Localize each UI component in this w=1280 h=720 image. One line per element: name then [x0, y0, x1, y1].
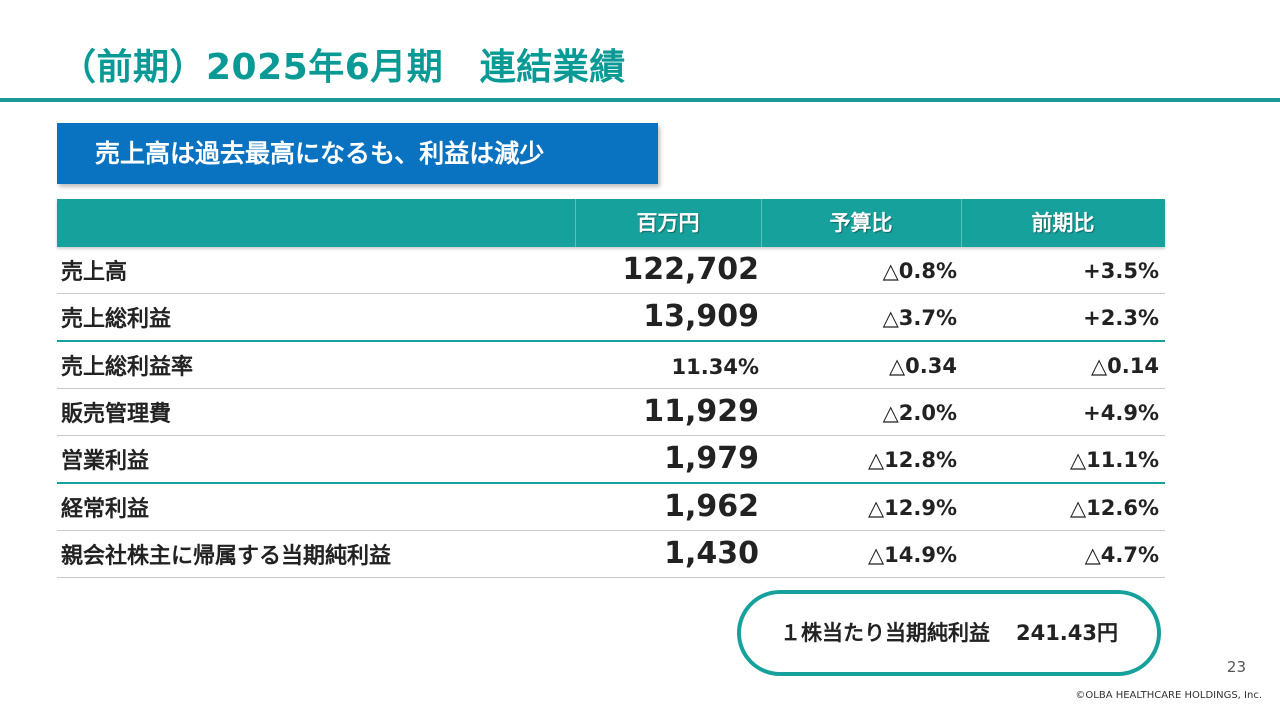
row-label: 売上総利益率: [61, 355, 194, 380]
page-number: 23: [1226, 658, 1246, 676]
row-budget-ratio: △0.8%: [882, 259, 957, 283]
slide-title: （前期）2025年6月期 連結業績: [60, 47, 626, 88]
header-divider: [961, 199, 962, 247]
table-row: 営業利益 1,979 △12.8% △11.1%: [57, 436, 1165, 484]
row-budget-ratio: △12.8%: [867, 448, 957, 472]
row-prev-ratio: △4.7%: [1084, 543, 1159, 567]
row-value: 1,430: [664, 536, 759, 571]
row-value: 122,702: [622, 252, 759, 287]
header-divider: [761, 199, 762, 247]
row-prev-ratio: △11.1%: [1069, 448, 1159, 472]
row-label: 売上高: [61, 260, 128, 285]
row-label: 経常利益: [61, 497, 150, 522]
eps-value: 241.43円: [1015, 621, 1119, 645]
row-value: 13,909: [643, 299, 759, 334]
row-prev-ratio: +2.3%: [1083, 306, 1159, 330]
summary-banner: 売上高は過去最高になるも、利益は減少: [57, 123, 658, 184]
row-label: 親会社株主に帰属する当期純利益: [61, 544, 392, 569]
row-label: 売上総利益: [61, 307, 172, 332]
row-budget-ratio: △0.34: [889, 354, 957, 378]
row-prev-ratio: △0.14: [1091, 354, 1159, 378]
row-prev-ratio: +3.5%: [1083, 259, 1159, 283]
row-budget-ratio: △12.9%: [867, 496, 957, 520]
row-prev-ratio: △12.6%: [1069, 496, 1159, 520]
row-value: 1,962: [664, 489, 759, 524]
table-row: 売上総利益率 11.34% △0.34 △0.14: [57, 342, 1165, 389]
row-value: 1,979: [664, 441, 759, 476]
table-row: 売上総利益 13,909 △3.7% +2.3%: [57, 294, 1165, 342]
table-row: 売上高 122,702 △0.8% +3.5%: [57, 247, 1165, 294]
header-divider: [575, 199, 576, 247]
row-label: 販売管理費: [61, 402, 172, 427]
table-row: 販売管理費 11,929 △2.0% +4.9%: [57, 389, 1165, 436]
row-value: 11,929: [643, 394, 759, 429]
copyright-notice: ©OLBA HEALTHCARE HOLDINGS, Inc.: [1075, 690, 1262, 701]
table-header: 百万円 予算比 前期比: [57, 199, 1165, 247]
results-table: 百万円 予算比 前期比 売上高 122,702 △0.8% +3.5% 売上総利…: [57, 199, 1165, 578]
row-budget-ratio: △3.7%: [882, 306, 957, 330]
row-prev-ratio: +4.9%: [1083, 401, 1159, 425]
row-value: 11.34%: [671, 355, 759, 379]
header-value: 百万円: [636, 211, 700, 235]
table-row: 親会社株主に帰属する当期純利益 1,430 △14.9% △4.7%: [57, 531, 1165, 578]
header-prev-ratio: 前期比: [1031, 211, 1095, 235]
row-label: 営業利益: [61, 449, 150, 474]
row-budget-ratio: △14.9%: [867, 543, 957, 567]
eps-label: １株当たり当期純利益: [779, 621, 990, 645]
row-budget-ratio: △2.0%: [882, 401, 957, 425]
eps-callout: １株当たり当期純利益 241.43円: [737, 590, 1161, 676]
title-divider: [0, 98, 1280, 102]
table-row: 経常利益 1,962 △12.9% △12.6%: [57, 484, 1165, 531]
header-budget-ratio: 予算比: [829, 211, 893, 235]
